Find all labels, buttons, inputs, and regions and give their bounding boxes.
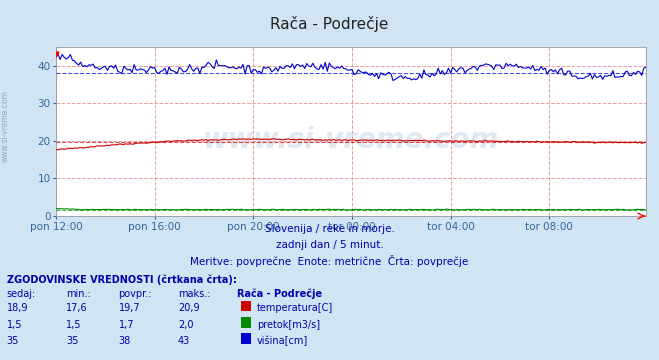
Text: višina[cm]: višina[cm] [257, 336, 308, 346]
Text: 43: 43 [178, 336, 190, 346]
Text: 18,9: 18,9 [7, 303, 28, 314]
Text: 17,6: 17,6 [66, 303, 88, 314]
Text: temperatura[C]: temperatura[C] [257, 303, 333, 314]
Text: 1,5: 1,5 [66, 320, 82, 330]
Text: min.:: min.: [66, 289, 91, 299]
Text: Slovenija / reke in morje.: Slovenija / reke in morje. [264, 224, 395, 234]
Text: Meritve: povprečne  Enote: metrične  Črta: povprečje: Meritve: povprečne Enote: metrične Črta:… [190, 255, 469, 267]
Text: 35: 35 [7, 336, 19, 346]
Text: 1,5: 1,5 [7, 320, 22, 330]
Text: 19,7: 19,7 [119, 303, 140, 314]
Text: www.si-vreme.com: www.si-vreme.com [203, 126, 499, 154]
Text: 35: 35 [66, 336, 78, 346]
Text: 1,7: 1,7 [119, 320, 134, 330]
Text: Rača - Podrečje: Rača - Podrečje [270, 16, 389, 32]
Text: zadnji dan / 5 minut.: zadnji dan / 5 minut. [275, 240, 384, 251]
Text: maks.:: maks.: [178, 289, 210, 299]
Text: www.si-vreme.com: www.si-vreme.com [1, 90, 10, 162]
Text: ZGODOVINSKE VREDNOSTI (črtkana črta):: ZGODOVINSKE VREDNOSTI (črtkana črta): [7, 274, 237, 285]
Text: Rača - Podrečje: Rača - Podrečje [237, 288, 322, 299]
Text: pretok[m3/s]: pretok[m3/s] [257, 320, 320, 330]
Text: 20,9: 20,9 [178, 303, 200, 314]
Text: sedaj:: sedaj: [7, 289, 36, 299]
Text: 38: 38 [119, 336, 131, 346]
Text: povpr.:: povpr.: [119, 289, 152, 299]
Text: 2,0: 2,0 [178, 320, 194, 330]
